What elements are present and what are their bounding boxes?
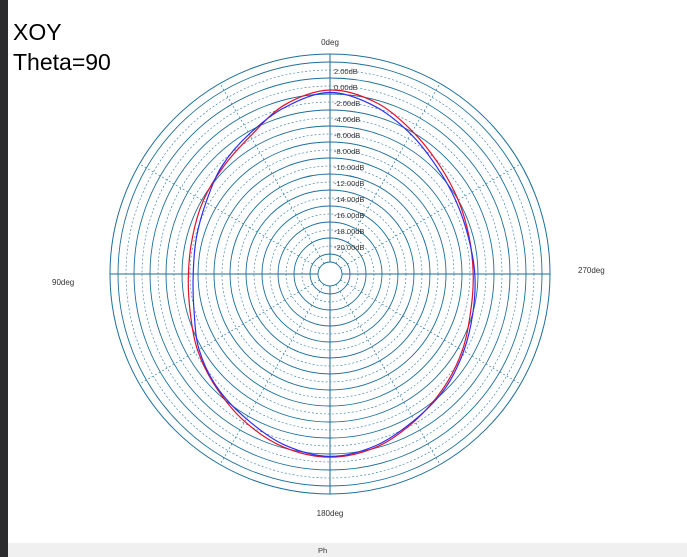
spoke-line — [335, 83, 441, 264]
angle-label: 90deg — [52, 278, 74, 287]
radial-tick-label: 0.00dB — [334, 83, 358, 92]
center-hub — [317, 261, 343, 287]
plot-frame — [8, 0, 687, 557]
radial-tick-label: -2.00dB — [334, 99, 360, 108]
label-layer: 2.00dB 0.00dB -2.00dB -4.00dB -6.00dB -8.00dB… — [52, 38, 605, 518]
caption: XOY Theta=90 — [13, 17, 111, 77]
radial-tick-label: -10.00dB — [334, 163, 364, 172]
spoke-line — [335, 284, 441, 465]
spoke-line — [219, 83, 325, 264]
radial-tick-label: -8.00dB — [334, 147, 360, 156]
caption-theta: Theta=90 — [13, 49, 111, 75]
angle-label: 270deg — [578, 266, 605, 275]
radial-tick-label: -14.00dB — [334, 195, 364, 204]
bottom-strip — [8, 543, 687, 557]
radial-tick-label: -4.00dB — [334, 115, 360, 124]
radial-tick-label: -16.00dB — [334, 211, 364, 220]
angle-label: 0deg — [321, 38, 339, 47]
radial-tick-label: -20.00dB — [334, 243, 364, 252]
footer-mark: Ph — [318, 546, 327, 555]
radial-tick-label: -6.00dB — [334, 131, 360, 140]
radial-tick-label: 2.00dB — [334, 67, 358, 76]
spoke-line — [139, 279, 320, 385]
series-line-1 — [187, 89, 474, 458]
spoke-line — [340, 163, 521, 269]
spoke-line — [219, 284, 325, 465]
caption-plane: XOY — [13, 19, 62, 45]
series-line-2 — [192, 91, 476, 458]
radial-tick-label: -12.00dB — [334, 179, 364, 188]
polar-grid — [109, 53, 551, 495]
spoke-line — [139, 163, 320, 269]
angle-label: 180deg — [317, 509, 344, 518]
radial-tick-label: -18.00dB — [334, 227, 364, 236]
series-layer — [187, 89, 476, 458]
spoke-line — [340, 279, 521, 385]
